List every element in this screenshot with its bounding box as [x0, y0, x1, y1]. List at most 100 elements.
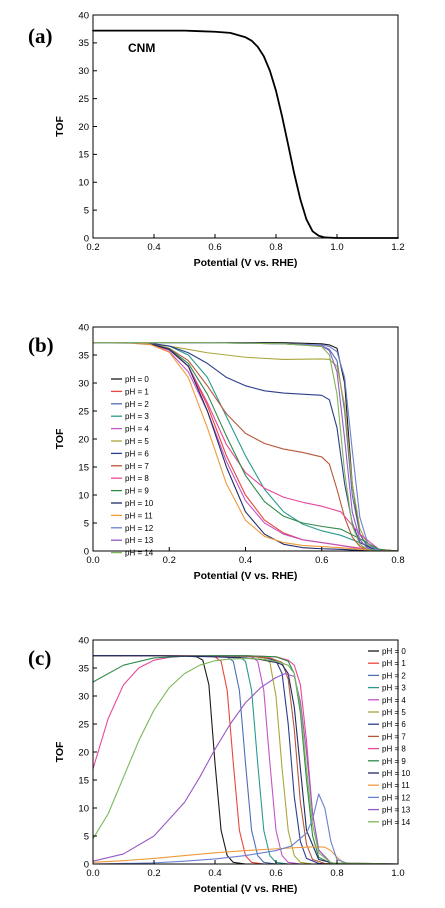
series-line-14 [92, 342, 399, 552]
legend-entry-13: pH = 13 [125, 536, 154, 545]
x-axis-label: Potential (V vs. RHE) [194, 257, 298, 269]
y-tick-label: 40 [78, 10, 89, 21]
legend-entry-7: pH = 7 [382, 732, 406, 741]
y-tick-label: 0 [84, 546, 89, 557]
panel-label: (c) [28, 646, 51, 670]
y-tick-label: 35 [78, 350, 89, 361]
x-tick-label: 0.4 [147, 242, 160, 253]
x-tick-label: 0.4 [208, 868, 221, 879]
series-line-11 [92, 846, 399, 865]
series-annotation: CNM [128, 41, 155, 55]
legend-entry-13: pH = 13 [382, 806, 411, 815]
series-line-12 [92, 793, 399, 865]
legend-entry-12: pH = 12 [125, 524, 154, 533]
legend-entry-14: pH = 14 [382, 818, 411, 827]
series-line-9 [92, 655, 399, 865]
legend: pH = 0 pH = 1 pH = 2 pH = 3 pH = 4 pH = 5 pH =… [368, 647, 411, 827]
y-tick-label: 25 [78, 406, 89, 417]
y-axis-label: TOF [54, 116, 66, 137]
y-tick-label: 30 [78, 66, 89, 77]
legend-entry-2: pH = 2 [382, 671, 406, 680]
legend: pH = 0 pH = 1 pH = 2 pH = 3 pH = 4 pH = 5 pH =… [111, 375, 154, 558]
y-tick-label: 10 [78, 178, 89, 189]
series-line-0 [92, 29, 399, 239]
legend-entry-14: pH = 14 [125, 549, 154, 558]
legend-entry-11: pH = 11 [382, 781, 410, 790]
legend-entry-0: pH = 0 [382, 647, 406, 656]
x-tick-label: 0.8 [330, 868, 343, 879]
legend-entry-12: pH = 12 [382, 793, 411, 802]
series-line-10 [92, 655, 399, 865]
y-tick-label: 5 [84, 518, 89, 529]
x-axis-label: Potential (V vs. RHE) [194, 570, 298, 582]
y-tick-label: 10 [78, 490, 89, 501]
x-tick-label: 0.0 [86, 868, 99, 879]
y-axis-label: TOF [54, 741, 66, 762]
y-tick-label: 15 [78, 462, 89, 473]
legend-entry-0: pH = 0 [125, 375, 149, 384]
legend-entry-8: pH = 8 [125, 474, 149, 483]
y-tick-label: 25 [78, 94, 89, 105]
chart-panel-b: (b) 0 5 10 15 20 25 30 35 40 0.0 0.2 0.4 0.6 0.8 Potent… [28, 322, 405, 582]
x-tick-label: 0.2 [147, 868, 160, 879]
legend-entry-7: pH = 7 [125, 462, 149, 471]
y-tick-label: 0 [84, 859, 89, 870]
legend-entry-11: pH = 11 [125, 511, 153, 520]
y-tick-label: 40 [78, 322, 89, 333]
panel-label: (a) [28, 24, 53, 48]
y-tick-label: 30 [78, 691, 89, 702]
y-axis-label: TOF [54, 428, 66, 449]
x-tick-label: 0.6 [315, 555, 328, 566]
y-tick-label: 15 [78, 775, 89, 786]
x-tick-label: 1.0 [391, 868, 404, 879]
legend-entry-10: pH = 10 [125, 499, 154, 508]
y-tick-label: 35 [78, 663, 89, 674]
legend-entry-5: pH = 5 [382, 708, 406, 717]
legend-entry-5: pH = 5 [125, 437, 149, 446]
x-tick-label: 0.2 [163, 555, 176, 566]
x-tick-label: 1.0 [330, 242, 343, 253]
x-tick-label: 0.8 [269, 242, 282, 253]
y-tick-label: 20 [78, 434, 89, 445]
legend-entry-6: pH = 6 [382, 720, 406, 729]
legend-entry-1: pH = 1 [125, 387, 149, 396]
y-tick-label: 30 [78, 378, 89, 389]
legend-entry-4: pH = 4 [125, 425, 149, 434]
y-tick-label: 25 [78, 719, 89, 730]
y-tick-label: 0 [84, 233, 89, 244]
x-tick-label: 1.2 [391, 242, 404, 253]
y-tick-label: 35 [78, 38, 89, 49]
chart-panel-c: (c) 0 5 10 15 20 25 30 35 40 0.0 0.2 0.4 0.6 0.8 1.0 Pot… [28, 635, 411, 895]
panel-label: (b) [28, 333, 54, 357]
y-tick-label: 20 [78, 747, 89, 758]
x-tick-label: 0.2 [86, 242, 99, 253]
legend-entry-8: pH = 8 [382, 745, 406, 754]
y-tick-label: 5 [84, 831, 89, 842]
series-line-5 [92, 342, 399, 552]
x-tick-label: 0.0 [86, 555, 99, 566]
legend-entry-2: pH = 2 [125, 400, 149, 409]
y-tick-label: 40 [78, 635, 89, 646]
series-line-14 [92, 657, 399, 865]
legend-entry-1: pH = 1 [382, 659, 406, 668]
series-line-7 [92, 655, 399, 865]
x-axis-label: Potential (V vs. RHE) [194, 883, 298, 895]
y-tick-label: 5 [84, 205, 89, 216]
x-tick-label: 0.6 [269, 868, 282, 879]
y-tick-label: 20 [78, 122, 89, 133]
legend-entry-3: pH = 3 [382, 684, 406, 693]
chart-panel-a: (a) 0 5 10 15 20 25 30 35 40 0.2 0.4 0.6 0.8 1.0 1.2 Pot… [28, 10, 405, 269]
legend-entry-10: pH = 10 [382, 769, 411, 778]
x-tick-label: 0.6 [208, 242, 221, 253]
y-tick-label: 15 [78, 150, 89, 161]
series-line-10 [92, 342, 399, 552]
series-line-13 [92, 673, 399, 865]
plot-frame [92, 639, 399, 865]
legend-entry-4: pH = 4 [382, 696, 406, 705]
series-line-11 [92, 342, 399, 552]
series-line-2 [92, 655, 399, 865]
legend-entry-9: pH = 9 [382, 757, 406, 766]
y-tick-label: 10 [78, 803, 89, 814]
legend-entry-3: pH = 3 [125, 412, 149, 421]
